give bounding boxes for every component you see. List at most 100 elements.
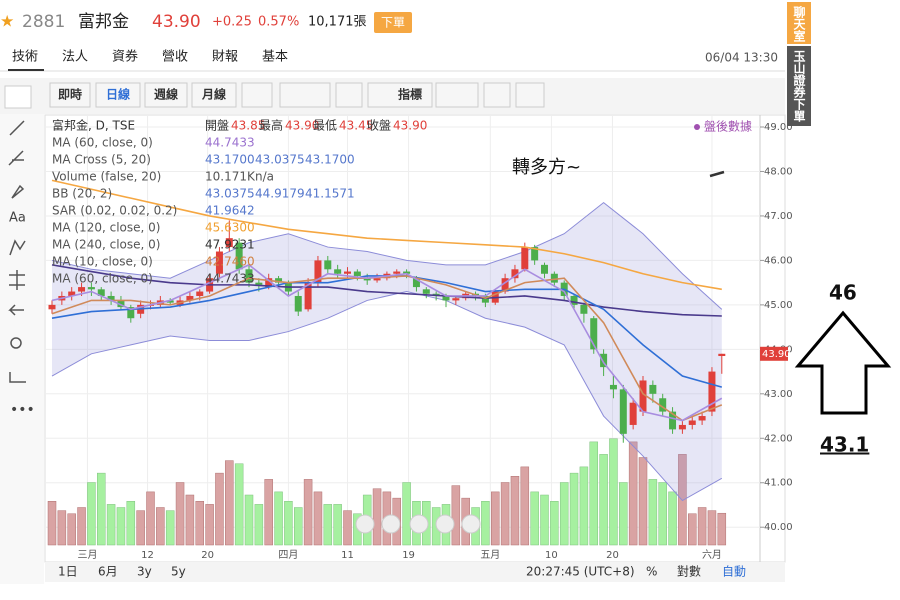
y-tick-label: 47.00 — [764, 211, 793, 222]
candle-body — [294, 295, 302, 312]
volume-bar — [648, 479, 658, 546]
toolbar-label[interactable]: 日線 — [106, 87, 130, 102]
candle-body — [68, 291, 76, 296]
toolbar-button[interactable] — [191, 82, 237, 108]
volume-bar — [195, 501, 204, 546]
after-hours-link[interactable]: 盤後數據 — [704, 120, 752, 134]
volume-bar — [491, 491, 500, 546]
indicator-button[interactable] — [367, 82, 433, 108]
candle-body — [344, 271, 351, 274]
ohlc-value: 43.45 — [339, 119, 373, 133]
change: +0.25 — [212, 15, 252, 30]
candle-body — [669, 411, 677, 430]
volume-bar — [116, 507, 126, 546]
toolbar-label[interactable]: 週線 — [154, 87, 178, 102]
toolbar-button[interactable] — [144, 82, 188, 108]
candle-body — [235, 242, 243, 270]
legend-title: 富邦金, D, TSE — [52, 118, 135, 133]
candle-body — [511, 269, 519, 279]
range-button[interactable]: 3y — [137, 565, 152, 579]
y-tick-label: 46.00 — [764, 255, 793, 266]
volume-bar — [579, 466, 589, 546]
tab[interactable]: 營收 — [162, 50, 188, 65]
volume-bar — [609, 438, 618, 546]
toolbar-label[interactable]: 指標 — [398, 87, 422, 102]
chat-button-label[interactable]: 聊天室 — [792, 5, 806, 43]
log-toggle[interactable]: 對數 — [677, 565, 701, 579]
crosshair-tool[interactable] — [4, 85, 32, 109]
toolbar-label[interactable]: 即時 — [58, 87, 82, 102]
candle-body — [78, 287, 86, 292]
volume-bar — [244, 494, 254, 546]
ohlc-value: 43.90 — [393, 119, 427, 133]
legend-row-label: BB (20, 2) — [52, 187, 112, 201]
compare-button[interactable] — [241, 82, 273, 108]
toolbar-label[interactable]: 月線 — [201, 87, 226, 102]
broker-button-label[interactable]: 玉山證券下單 — [792, 50, 806, 123]
tab[interactable]: 法人 — [62, 50, 88, 65]
ohlc-label: 最高 — [259, 118, 283, 133]
candle-body — [117, 300, 125, 308]
legend-row-value: 47.9231 — [205, 238, 255, 252]
star-icon[interactable]: ★ — [0, 12, 14, 31]
footer — [45, 562, 785, 582]
indicator-line — [51, 263, 723, 422]
candle-body — [245, 269, 253, 283]
volume-bar — [569, 472, 579, 546]
up-arrow — [794, 310, 892, 415]
range-button[interactable]: 5y — [171, 565, 186, 579]
chat-button[interactable] — [787, 2, 811, 44]
undo-redo-button[interactable] — [435, 82, 479, 108]
candle-body — [48, 304, 56, 310]
candle-body — [521, 247, 529, 270]
candle-body — [629, 402, 637, 425]
volume: 10,171張 — [308, 15, 367, 30]
order-button[interactable] — [374, 12, 412, 33]
volume-bar — [136, 510, 145, 546]
candle-body — [580, 304, 588, 314]
text-tool[interactable]: Aa — [9, 211, 26, 226]
toolbar-button[interactable] — [49, 82, 91, 108]
order-button-label[interactable]: 下單 — [381, 16, 405, 30]
volume-bar — [697, 507, 707, 546]
x-tick-label: 11 — [341, 550, 354, 561]
legend-row-value: 45.6300 — [205, 221, 255, 235]
volume-bar — [540, 494, 549, 546]
volume-bar — [87, 482, 96, 546]
bollinger-lower — [51, 291, 723, 502]
timestamp: 06/04 13:30 — [705, 51, 778, 65]
zoom-controls[interactable] — [355, 514, 481, 534]
volume-bar — [628, 441, 638, 546]
candle-body — [718, 353, 726, 357]
volume-bar — [550, 501, 559, 546]
volume-bar — [559, 482, 569, 546]
tab[interactable]: 資券 — [112, 49, 138, 65]
range-button[interactable]: 6月 — [98, 565, 118, 579]
chart-style-button[interactable] — [279, 82, 331, 108]
y-tick-label: 49.00 — [764, 122, 793, 133]
tab[interactable]: 財報 — [212, 50, 238, 65]
settings-button[interactable] — [335, 82, 363, 108]
volume-bar — [500, 482, 510, 546]
broker-button[interactable] — [787, 46, 811, 126]
candle-body — [412, 278, 420, 288]
volume-bar — [215, 472, 224, 546]
candle-body — [97, 289, 105, 296]
fullscreen-button[interactable] — [483, 82, 511, 108]
auto-toggle[interactable]: 自動 — [722, 565, 746, 579]
y-tick-label: 43.00 — [764, 389, 793, 400]
toolbar-button[interactable] — [95, 82, 141, 108]
candle-body — [452, 298, 460, 301]
percent-toggle[interactable]: % — [646, 565, 657, 579]
tab[interactable]: 基本 — [262, 50, 288, 65]
candle-body — [590, 318, 598, 350]
candle-body — [570, 295, 578, 305]
volume-bar — [717, 512, 727, 546]
legend-row-value: n/a — [255, 170, 274, 184]
more-tools[interactable]: ••• — [10, 402, 35, 418]
snapshot-button[interactable] — [515, 82, 545, 108]
tool-icons — [8, 120, 26, 383]
tab[interactable]: 技術 — [12, 50, 38, 65]
range-button[interactable]: 1日 — [58, 565, 78, 579]
volume-bar — [165, 510, 175, 546]
